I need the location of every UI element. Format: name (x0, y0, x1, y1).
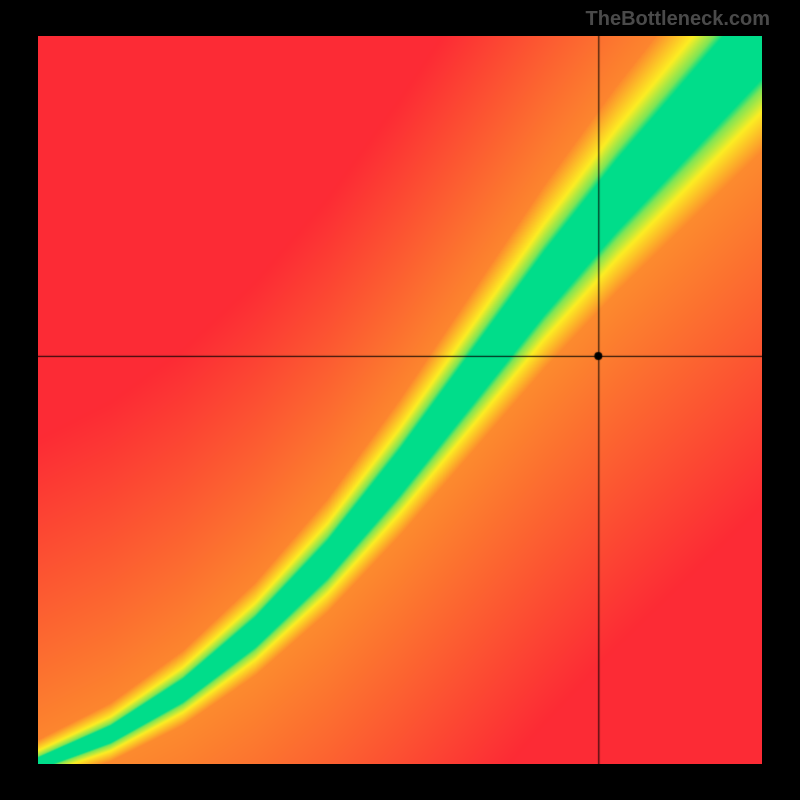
heatmap-canvas (38, 36, 762, 764)
chart-container: TheBottleneck.com (0, 0, 800, 800)
plot-area (38, 36, 762, 764)
watermark-text: TheBottleneck.com (586, 8, 770, 31)
